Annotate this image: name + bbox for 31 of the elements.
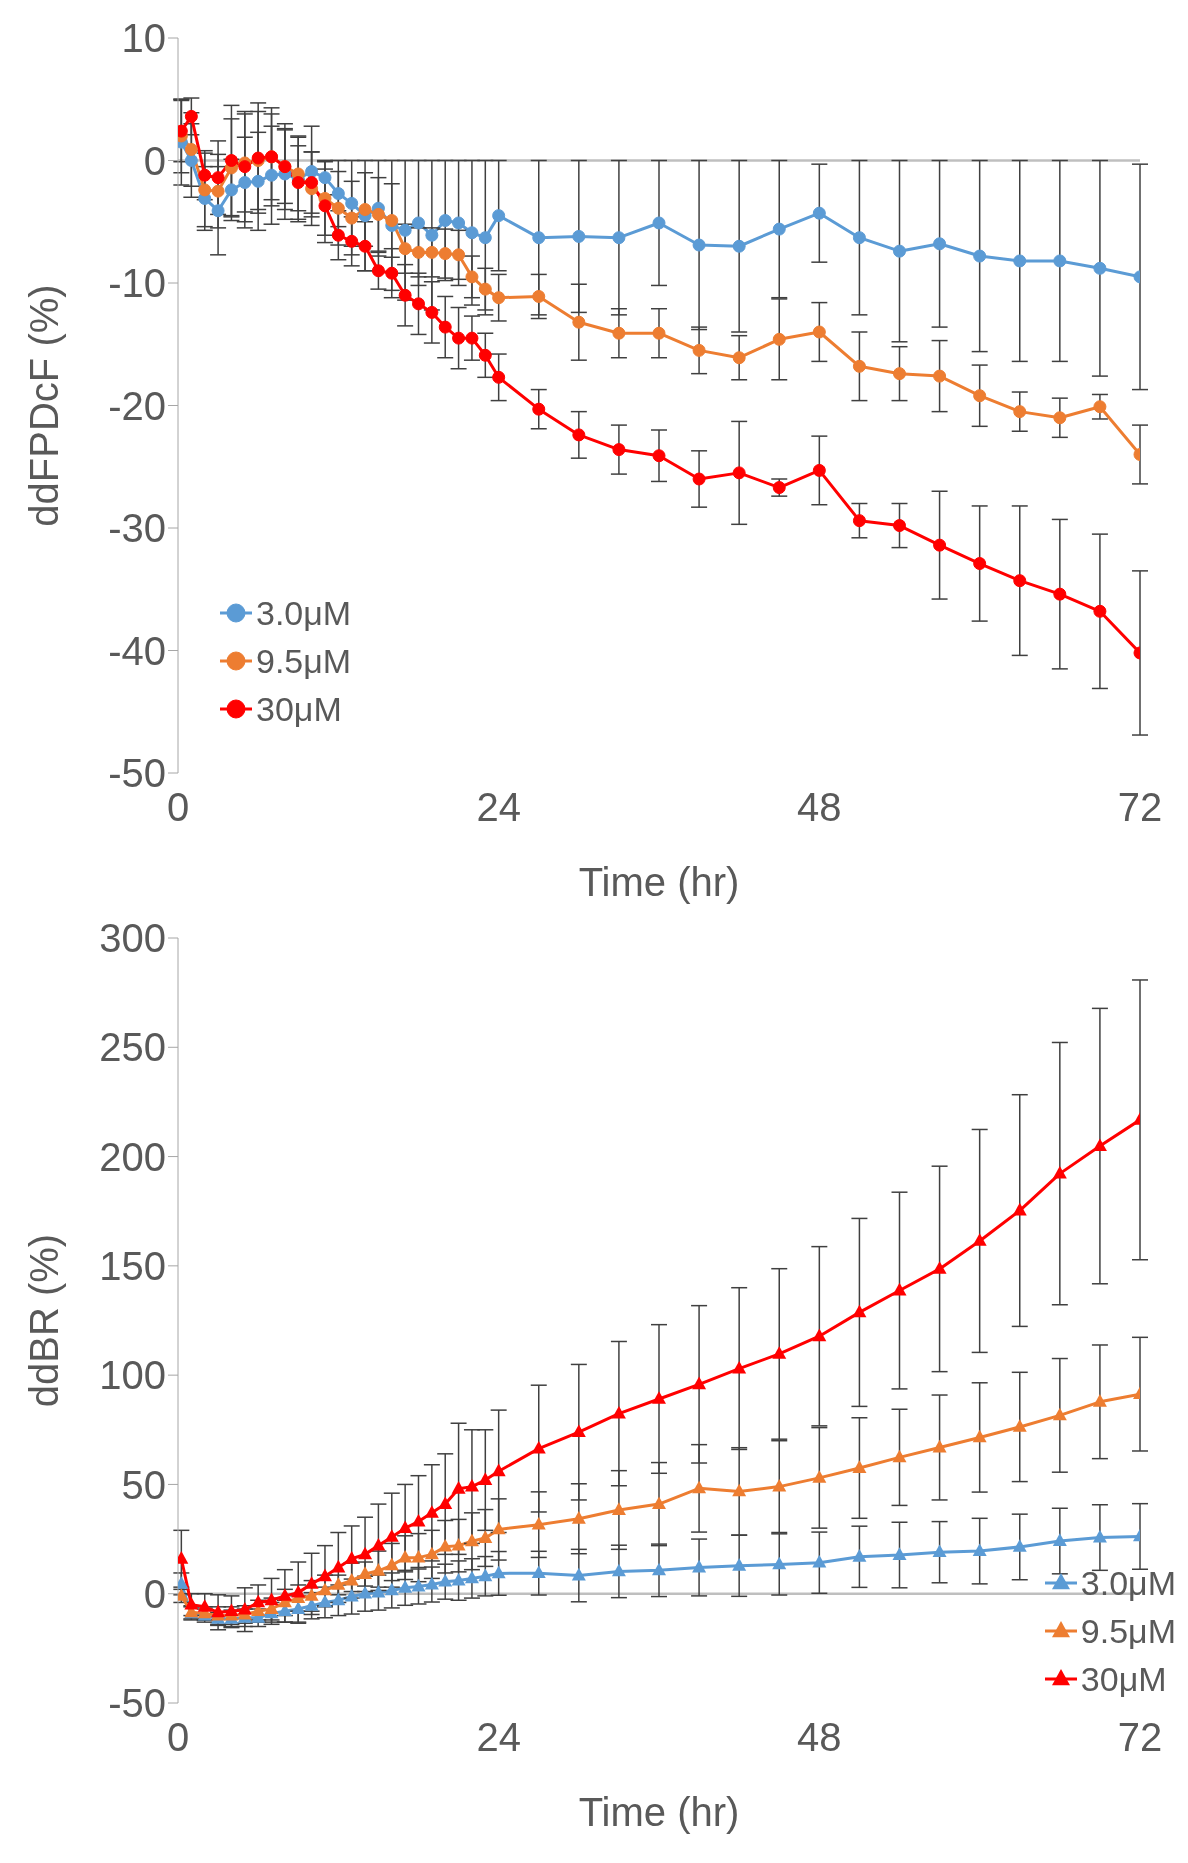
legend-label: 30μM: [1080, 1659, 1167, 1699]
x-tick-label: 72: [1117, 1715, 1163, 1760]
y-tick-label: 0: [143, 138, 166, 183]
x-tick-label: 72: [1117, 785, 1163, 830]
x-tick-label: 48: [797, 785, 842, 830]
legend-label: 3.0μM: [256, 593, 352, 633]
y-tick-label: 50: [121, 1462, 166, 1507]
y-axis-title: ddFPDcF (%): [22, 284, 67, 527]
y-axis-title: ddBR (%): [22, 1233, 67, 1408]
y-tick-label: 200: [99, 1134, 166, 1179]
legend-label: 9.5μM: [1080, 1611, 1176, 1651]
y-tick-label: -20: [108, 383, 166, 428]
x-axis-title: Time (hr): [578, 860, 740, 904]
y-tick-label: 10: [121, 16, 166, 61]
legend-label: 30μM: [256, 689, 342, 729]
y-tick-label: 250: [99, 1025, 166, 1070]
y-tick-label: 100: [99, 1353, 166, 1398]
x-tick-label: 24: [476, 785, 521, 830]
x-tick-label: 48: [797, 1715, 842, 1760]
y-tick-label: 0: [143, 1571, 166, 1616]
y-tick-label: -50: [108, 1681, 166, 1726]
y-tick-label: 150: [99, 1244, 166, 1289]
y-tick-label: -40: [108, 628, 166, 673]
legend-label: 3.0μM: [1080, 1563, 1176, 1603]
y-tick-label: -50: [108, 751, 166, 796]
x-axis-title: Time (hr): [578, 1790, 740, 1834]
legend-label: 9.5μM: [256, 641, 352, 681]
y-tick-label: 300: [99, 916, 166, 961]
y-tick-label: -30: [108, 506, 166, 551]
x-tick-label: 24: [476, 1715, 521, 1760]
y-tick-label: -10: [108, 261, 166, 306]
